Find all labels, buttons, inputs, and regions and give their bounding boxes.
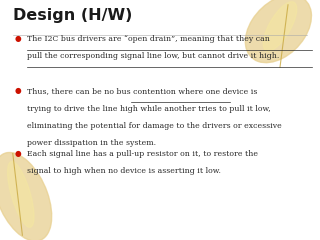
Text: pull the corresponding signal line low, but cannot drive it high.: pull the corresponding signal line low, …	[27, 52, 280, 60]
Text: ●: ●	[14, 34, 21, 43]
Text: ●: ●	[14, 149, 21, 158]
Ellipse shape	[245, 0, 311, 63]
Ellipse shape	[0, 152, 52, 240]
Ellipse shape	[263, 2, 297, 51]
Text: eliminating the potential for damage to the drivers or excessive: eliminating the potential for damage to …	[27, 122, 282, 130]
Text: power dissipation in the system.: power dissipation in the system.	[27, 139, 156, 147]
Text: trying to drive the line high while another tries to pull it low,: trying to drive the line high while anot…	[27, 105, 271, 113]
Text: Thus, there can be no bus contention where one device is: Thus, there can be no bus contention whe…	[27, 88, 258, 96]
Text: Design (H/W): Design (H/W)	[13, 8, 132, 24]
Ellipse shape	[8, 162, 34, 227]
Text: signal to high when no device is asserting it low.: signal to high when no device is asserti…	[27, 167, 221, 175]
Text: The I2C bus drivers are “open drain”, meaning that they can: The I2C bus drivers are “open drain”, me…	[27, 35, 270, 43]
Text: Each signal line has a pull-up resistor on it, to restore the: Each signal line has a pull-up resistor …	[27, 150, 258, 158]
Text: ●: ●	[14, 86, 21, 96]
